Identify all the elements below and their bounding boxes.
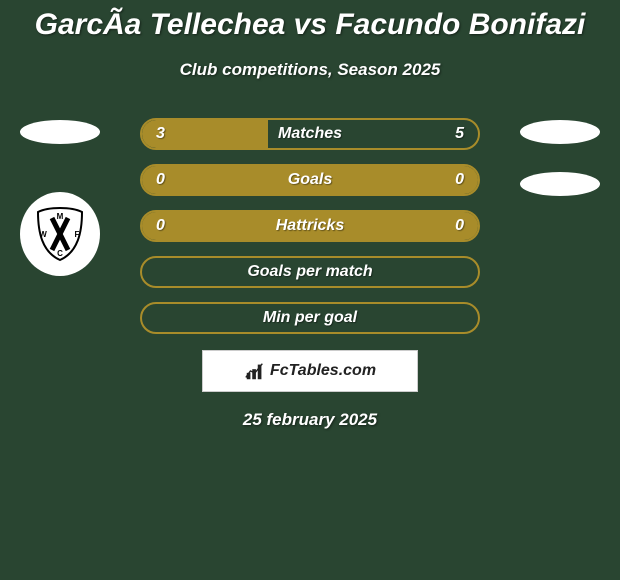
stat-row-matches: 3 Matches 5 bbox=[140, 118, 480, 150]
svg-text:W: W bbox=[39, 230, 47, 239]
stat-right-goals: 0 bbox=[455, 171, 464, 189]
stat-left-goals: 0 bbox=[156, 171, 165, 189]
subtitle: Club competitions, Season 2025 bbox=[0, 60, 620, 80]
stat-row-mpg: Min per goal bbox=[140, 302, 480, 334]
date-text: 25 february 2025 bbox=[0, 410, 620, 430]
shield-icon: M W F C bbox=[30, 204, 90, 264]
stat-row-gpm: Goals per match bbox=[140, 256, 480, 288]
bar-chart-icon bbox=[244, 360, 266, 382]
svg-text:F: F bbox=[75, 230, 80, 239]
stat-left-matches: 3 bbox=[156, 125, 165, 143]
player-right-avatar-placeholder bbox=[520, 120, 600, 144]
stat-rows: 3 Matches 5 0 Goals 0 0 Hattricks 0 Goal… bbox=[140, 118, 480, 334]
stat-label-goals: Goals bbox=[288, 171, 332, 189]
source-logo[interactable]: FcTables.com bbox=[202, 350, 418, 392]
stat-right-hattricks: 0 bbox=[455, 217, 464, 235]
stat-row-goals: 0 Goals 0 bbox=[140, 164, 480, 196]
stat-label-gpm: Goals per match bbox=[247, 263, 372, 281]
club-right-badge-placeholder bbox=[520, 172, 600, 196]
source-logo-text: FcTables.com bbox=[270, 362, 376, 380]
svg-text:C: C bbox=[57, 249, 63, 258]
stat-label-matches: Matches bbox=[278, 125, 342, 143]
club-left-badge: M W F C bbox=[20, 192, 100, 276]
stat-label-hattricks: Hattricks bbox=[276, 217, 344, 235]
page-title: GarcÃ­a Tellechea vs Facundo Bonifazi bbox=[0, 0, 620, 42]
svg-text:M: M bbox=[57, 212, 64, 221]
stat-label-mpg: Min per goal bbox=[263, 309, 357, 327]
player-left-avatar-placeholder bbox=[20, 120, 100, 144]
stat-row-hattricks: 0 Hattricks 0 bbox=[140, 210, 480, 242]
stat-left-hattricks: 0 bbox=[156, 217, 165, 235]
comparison-area: M W F C 3 Matches 5 0 Goals 0 0 Hattrick… bbox=[0, 118, 620, 430]
stat-right-matches: 5 bbox=[455, 125, 464, 143]
